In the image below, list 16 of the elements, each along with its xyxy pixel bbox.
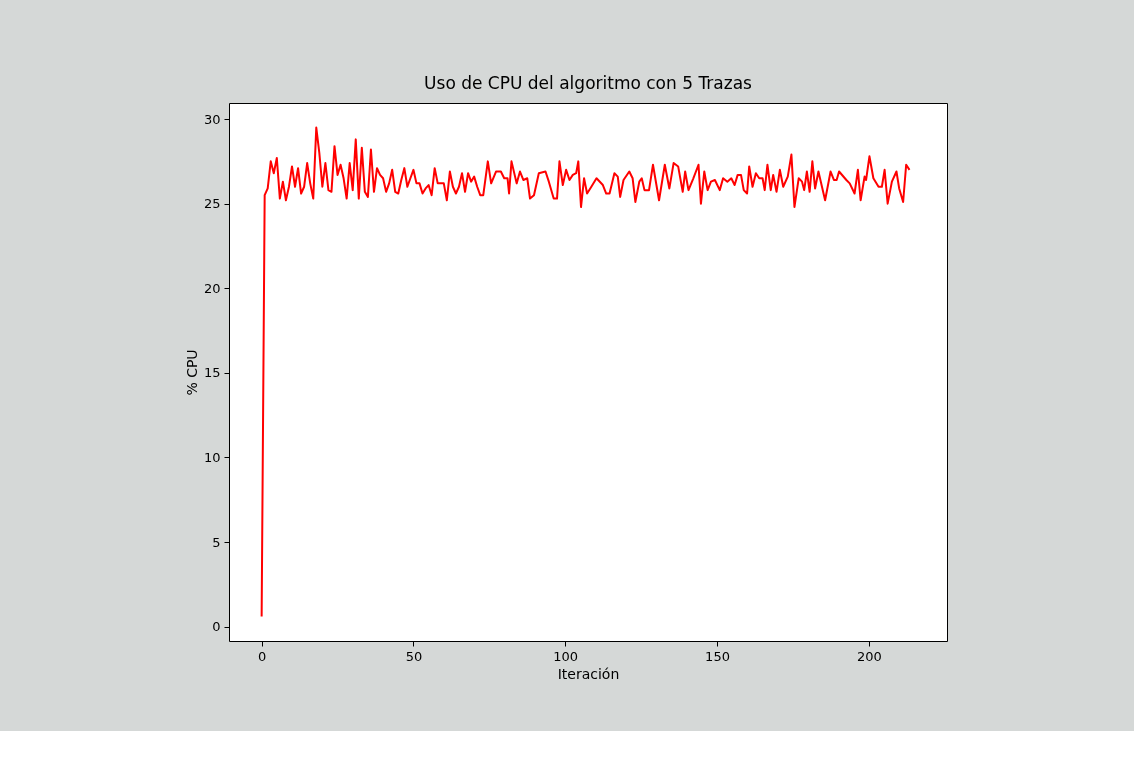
y-tick-label: 20 — [203, 280, 221, 296]
x-tick-label: 100 — [553, 648, 579, 664]
y-axis-title: % CPU — [183, 349, 200, 396]
x-axis-title: Iteración — [557, 665, 620, 682]
x-tick-label: 0 — [258, 648, 267, 664]
line-series — [260, 126, 911, 618]
y-tick-label: 0 — [212, 619, 221, 635]
y-tick-label: 10 — [203, 449, 221, 465]
x-tick-label: 200 — [856, 648, 882, 664]
x-tick-label: 150 — [705, 648, 730, 664]
x-tick-label: 50 — [405, 648, 423, 664]
y-tick-label: 5 — [212, 534, 221, 550]
y-tick-label: 25 — [203, 196, 221, 212]
y-tick-label: 30 — [203, 111, 221, 127]
chart-title: Uso de CPU del algoritmo con 5 Trazas — [424, 73, 753, 93]
y-tick-label: 15 — [203, 365, 221, 381]
